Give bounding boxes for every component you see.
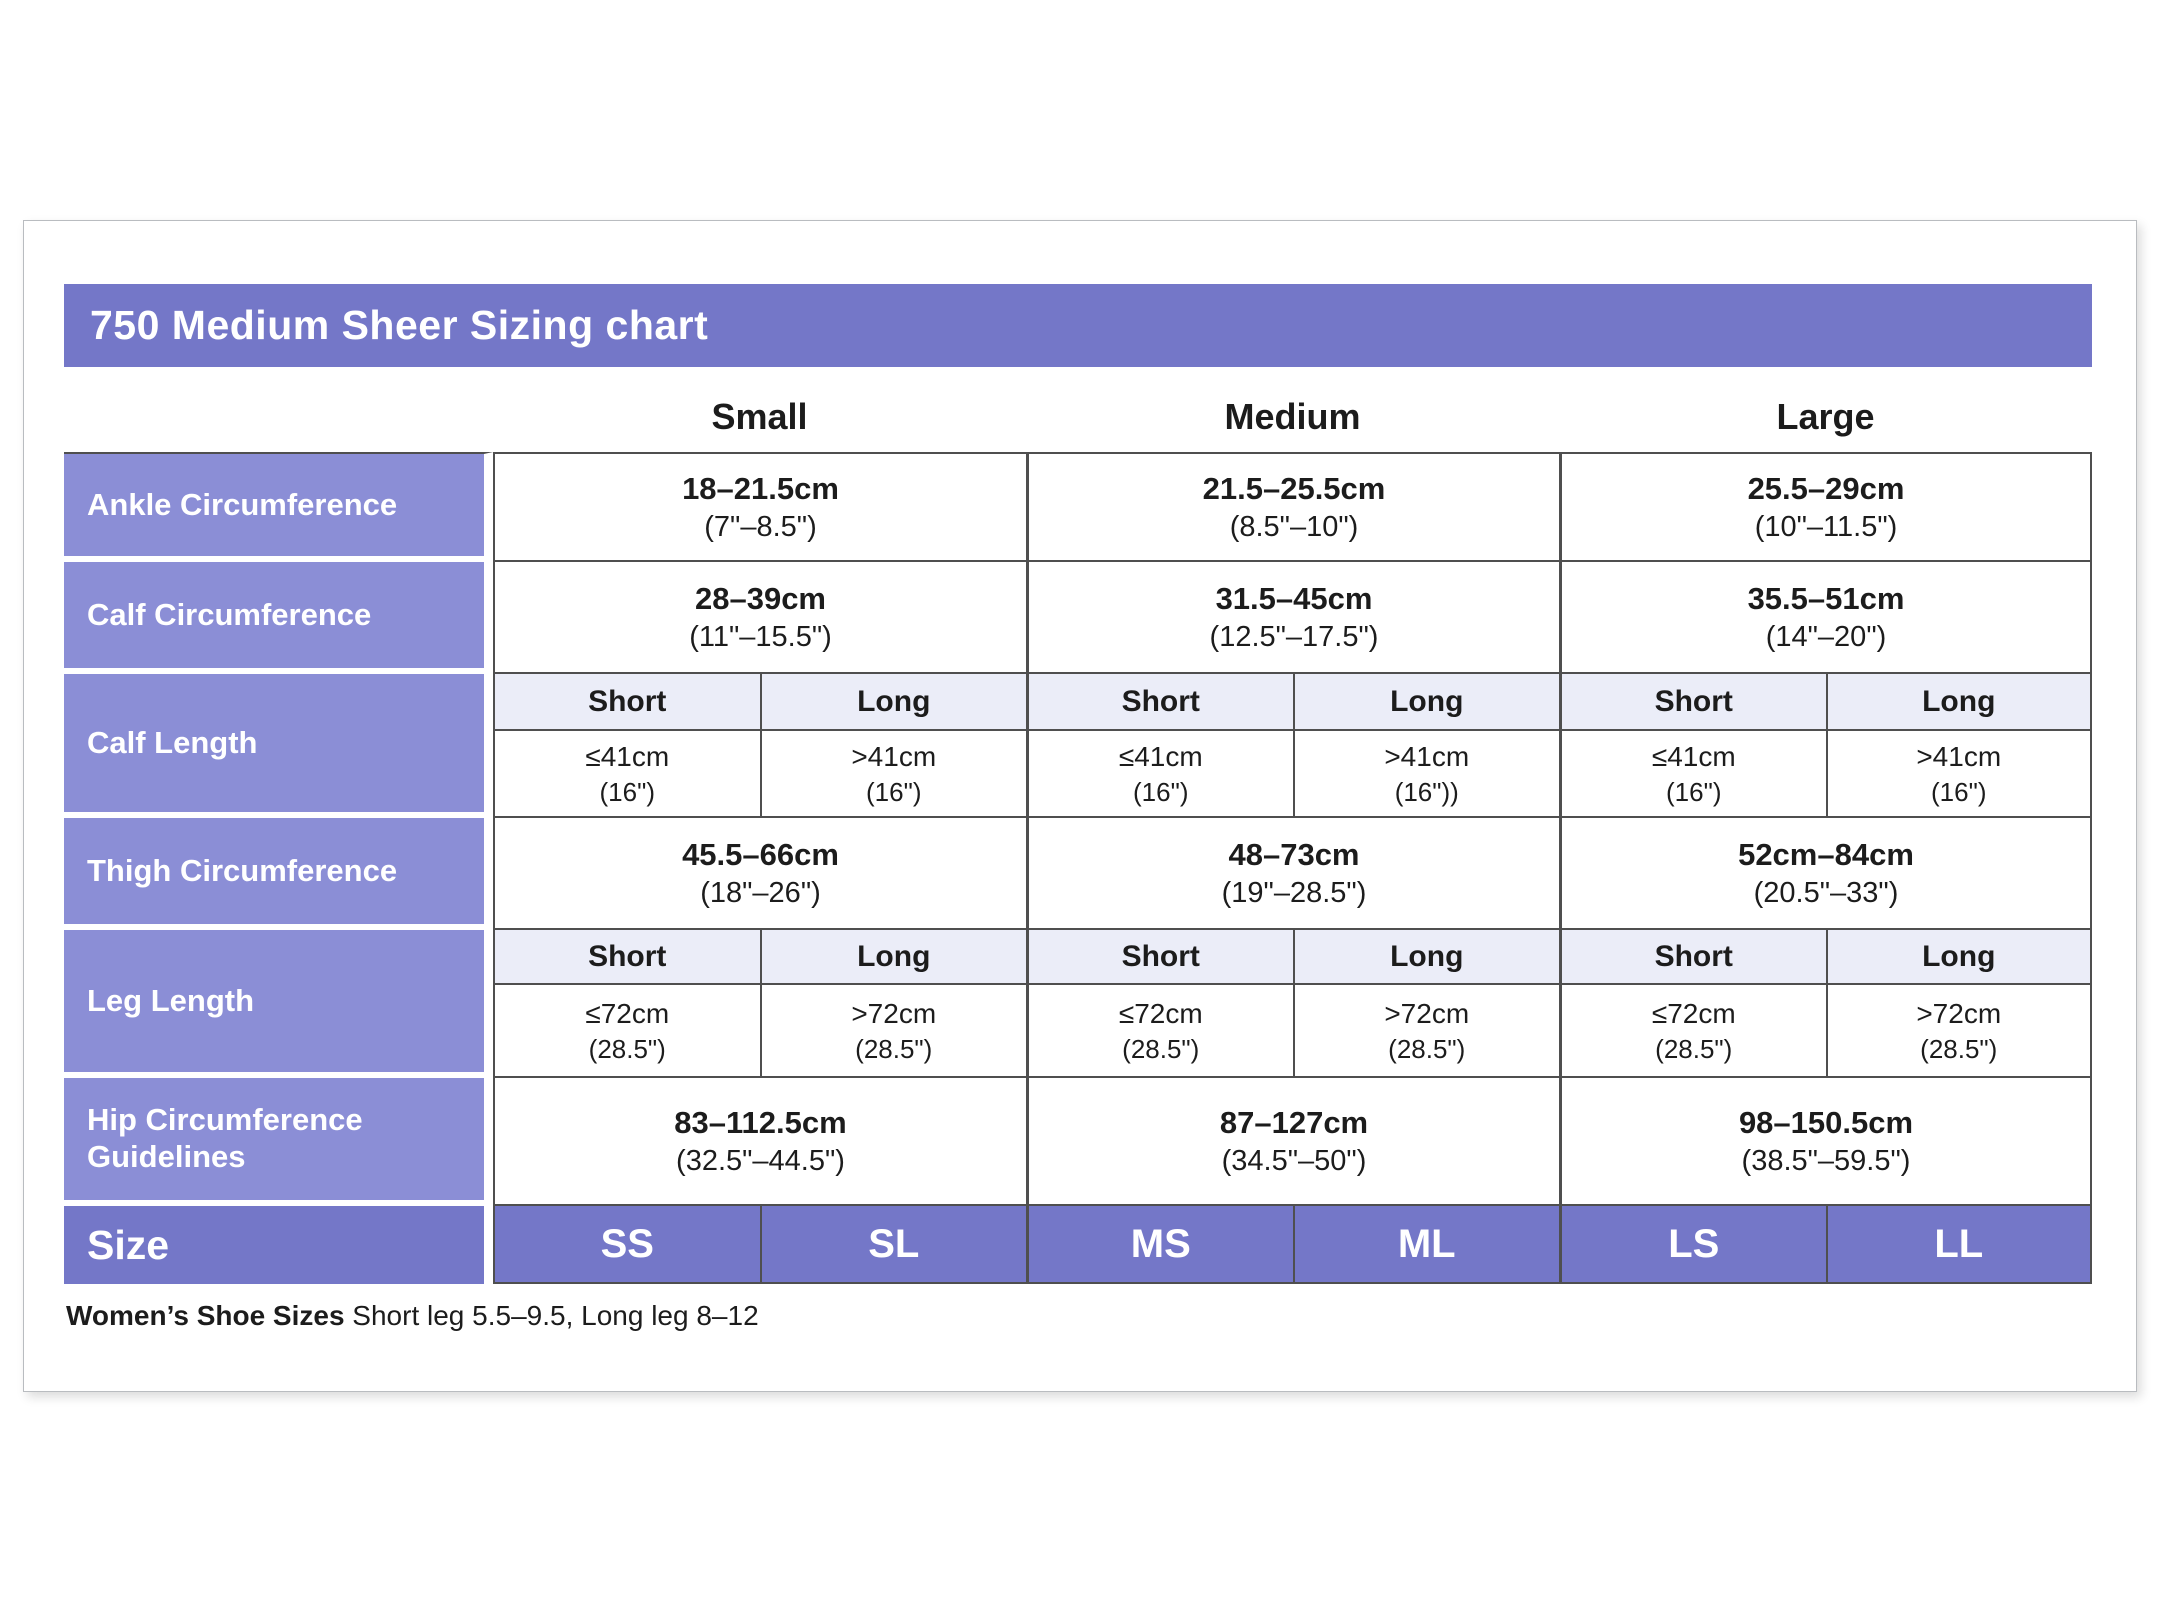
leg-length-subheader-small-short: Short bbox=[493, 930, 760, 985]
cell-ankle-medium: 21.5–25.5cm (8.5"–10") bbox=[1026, 452, 1559, 562]
row-label-calf-circumference: Calf Circumference bbox=[64, 562, 493, 674]
cell-leg-length-medium-short: ≤72cm (28.5") bbox=[1026, 985, 1293, 1078]
column-header-large: Large bbox=[1776, 396, 1875, 437]
calfcirc-small-inch: (11"–15.5") bbox=[689, 621, 832, 654]
hip-small-inch: (32.5"–44.5") bbox=[676, 1145, 845, 1178]
hip-medium-cm: 87–127cm bbox=[1219, 1104, 1369, 1140]
calf-length-subheader-small-short: Short bbox=[493, 674, 760, 731]
cell-hip-medium: 87–127cm (34.5"–50") bbox=[1026, 1078, 1559, 1206]
hip-large-cm: 98–150.5cm bbox=[1738, 1104, 1914, 1140]
shoe-sizes-note-text: Short leg 5.5–9.5, Long leg 8–12 bbox=[344, 1300, 759, 1331]
calf-length-subheader-small-long: Long bbox=[759, 674, 1026, 731]
cell-calfcirc-large: 35.5–51cm (14"–20") bbox=[1559, 562, 2092, 674]
thigh-large-cm: 52cm–84cm bbox=[1738, 836, 1914, 872]
cell-hip-small: 83–112.5cm (32.5"–44.5") bbox=[493, 1078, 1026, 1206]
cell-calfcirc-medium: 31.5–45cm (12.5"–17.5") bbox=[1026, 562, 1559, 674]
cell-calf-length-small-short: ≤41cm (16") bbox=[493, 731, 760, 818]
cell-calfcirc-small: 28–39cm (11"–15.5") bbox=[493, 562, 1026, 674]
ankle-large-inch: (10"–11.5") bbox=[1754, 511, 1898, 544]
hip-small-cm: 83–112.5cm bbox=[674, 1104, 847, 1140]
thigh-small-cm: 45.5–66cm bbox=[682, 836, 839, 872]
ankle-small-inch: (7"–8.5") bbox=[704, 511, 817, 544]
cell-leg-length-medium-long: >72cm (28.5") bbox=[1292, 985, 1559, 1078]
calfcirc-large-inch: (14"–20") bbox=[1765, 621, 1887, 654]
column-header-small: Small bbox=[711, 396, 808, 437]
cell-thigh-medium: 48–73cm (19"–28.5") bbox=[1026, 818, 1559, 930]
cell-leg-length-small-long: >72cm (28.5") bbox=[759, 985, 1026, 1078]
thigh-small-inch: (18"–26") bbox=[700, 877, 821, 910]
row-label-size: Size bbox=[64, 1206, 493, 1284]
size-cell-ms: MS bbox=[1026, 1206, 1293, 1284]
card-inner: 750 Medium Sheer Sizing chart Small Medi… bbox=[24, 221, 2136, 1332]
cell-ankle-large: 25.5–29cm (10"–11.5") bbox=[1559, 452, 2092, 562]
calf-length-subheader-large-long: Long bbox=[1825, 674, 2092, 731]
cell-calf-length-large-short: ≤41cm (16") bbox=[1559, 731, 1826, 818]
leg-length-subheader-large-long: Long bbox=[1825, 930, 2092, 985]
row-label-thigh-circumference: Thigh Circumference bbox=[64, 818, 493, 930]
row-label-leg-length: Leg Length bbox=[64, 930, 493, 1078]
calf-length-subheader-large-short: Short bbox=[1559, 674, 1826, 731]
ankle-large-cm: 25.5–29cm bbox=[1747, 470, 1905, 506]
calfcirc-small-cm: 28–39cm bbox=[694, 580, 826, 616]
leg-length-subheader-medium-short: Short bbox=[1026, 930, 1293, 985]
cell-hip-large: 98–150.5cm (38.5"–59.5") bbox=[1559, 1078, 2092, 1206]
row-label-ankle-circumference: Ankle Circumference bbox=[64, 452, 493, 562]
chart-title: 750 Medium Sheer Sizing chart bbox=[90, 302, 709, 348]
cell-leg-length-small-short: ≤72cm (28.5") bbox=[493, 985, 760, 1078]
sizing-chart-card: 750 Medium Sheer Sizing chart Small Medi… bbox=[23, 220, 2137, 1392]
thigh-medium-cm: 48–73cm bbox=[1228, 836, 1360, 872]
cell-leg-length-large-short: ≤72cm (28.5") bbox=[1559, 985, 1826, 1078]
cell-ankle-small: 18–21.5cm (7"–8.5") bbox=[493, 452, 1026, 562]
shoe-sizes-note: Women’s Shoe Sizes Short leg 5.5–9.5, Lo… bbox=[64, 1300, 2136, 1332]
cell-calf-length-medium-long: >41cm (16")) bbox=[1292, 731, 1559, 818]
sizing-table: Small Medium Large Ankle Circumference 1… bbox=[64, 386, 2092, 1284]
cell-calf-length-small-long: >41cm (16") bbox=[759, 731, 1026, 818]
cell-calf-length-large-long: >41cm (16") bbox=[1825, 731, 2092, 818]
cell-calf-length-medium-short: ≤41cm (16") bbox=[1026, 731, 1293, 818]
size-cell-ml: ML bbox=[1292, 1206, 1559, 1284]
ankle-medium-inch: (8.5"–10") bbox=[1229, 511, 1359, 544]
leg-length-subheader-medium-long: Long bbox=[1292, 930, 1559, 985]
calf-length-subheader-medium-long: Long bbox=[1292, 674, 1559, 731]
calf-length-subheader-medium-short: Short bbox=[1026, 674, 1293, 731]
calfcirc-large-cm: 35.5–51cm bbox=[1747, 580, 1905, 616]
calfcirc-medium-inch: (12.5"–17.5") bbox=[1209, 621, 1379, 654]
cell-thigh-small: 45.5–66cm (18"–26") bbox=[493, 818, 1026, 930]
ankle-medium-cm: 21.5–25.5cm bbox=[1202, 470, 1386, 506]
size-cell-ls: LS bbox=[1559, 1206, 1826, 1284]
calfcirc-medium-cm: 31.5–45cm bbox=[1215, 580, 1373, 616]
cell-leg-length-large-long: >72cm (28.5") bbox=[1825, 985, 2092, 1078]
column-header-medium: Medium bbox=[1224, 396, 1361, 437]
row-label-calf-length: Calf Length bbox=[64, 674, 493, 818]
size-cell-ll: LL bbox=[1825, 1206, 2092, 1284]
shoe-sizes-note-bold: Women’s Shoe Sizes bbox=[66, 1300, 345, 1331]
row-label-hip-circumference-guidelines: Hip Circumference Guidelines bbox=[64, 1078, 493, 1206]
hip-medium-inch: (34.5"–50") bbox=[1221, 1145, 1367, 1178]
leg-length-subheader-large-short: Short bbox=[1559, 930, 1826, 985]
size-cell-ss: SS bbox=[493, 1206, 760, 1284]
leg-length-subheader-small-long: Long bbox=[759, 930, 1026, 985]
chart-title-bar: 750 Medium Sheer Sizing chart bbox=[64, 284, 2092, 367]
hip-large-inch: (38.5"–59.5") bbox=[1741, 1145, 1911, 1178]
cell-thigh-large: 52cm–84cm (20.5"–33") bbox=[1559, 818, 2092, 930]
ankle-small-cm: 18–21.5cm bbox=[682, 470, 839, 506]
size-cell-sl: SL bbox=[759, 1206, 1026, 1284]
thigh-medium-inch: (19"–28.5") bbox=[1221, 877, 1367, 910]
header-spacer bbox=[64, 386, 493, 452]
thigh-large-inch: (20.5"–33") bbox=[1753, 877, 1899, 910]
